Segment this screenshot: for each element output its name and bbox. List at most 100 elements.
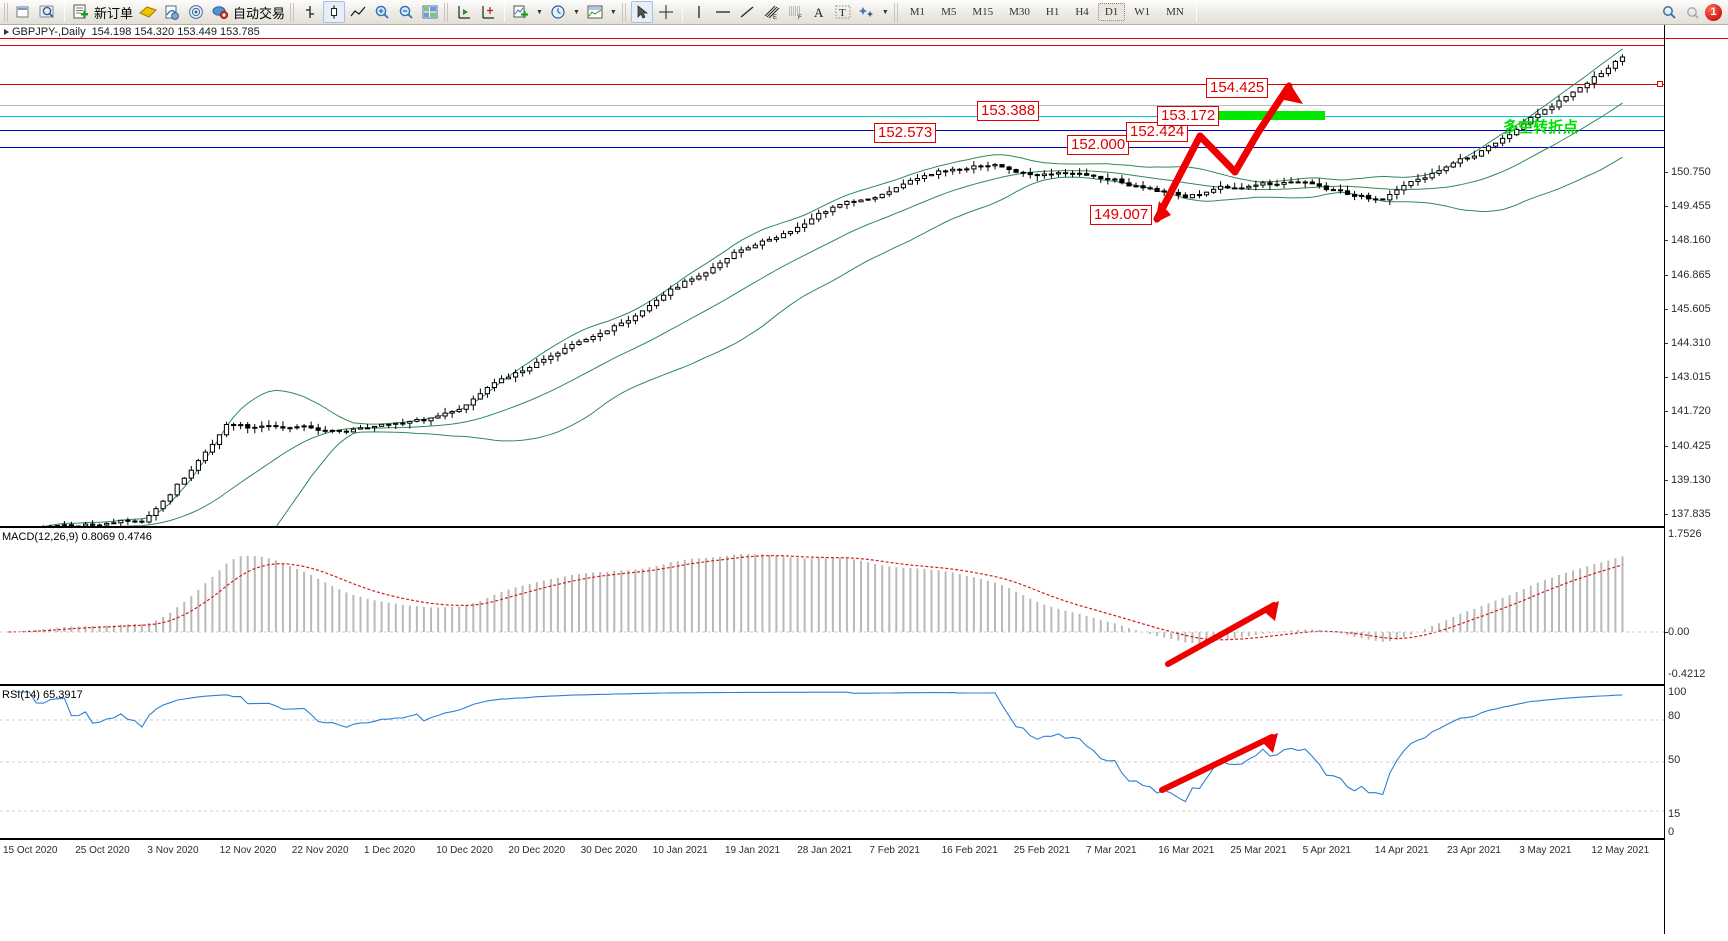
pane-divider-rsi[interactable] [0,684,1664,686]
chart-annotation-152424[interactable]: 152.424 [1126,122,1189,142]
expert-advisor-icon[interactable] [137,1,159,23]
toolbar-button-partial-left[interactable] [13,1,35,23]
bar-chart-icon[interactable] [299,1,321,23]
chart-ohlc-values: 154.198 154.320 153.449 153.785 [91,26,260,38]
autotrading-label[interactable]: 自动交易 [233,6,286,22]
macd-indicator-label: MACD(12,26,9) 0.8069 0.4746 [2,531,152,543]
tab-timeframe-m5[interactable]: M5 [941,6,957,18]
open-position-marker[interactable] [1657,81,1663,87]
chart-shift-icon[interactable] [477,1,499,23]
tab-timeframe-h4[interactable]: H4 [1075,6,1089,18]
crosshair-icon[interactable] [655,1,677,23]
rsi-pane[interactable] [0,687,1664,837]
periods-dropdown-arrow-icon[interactable]: ▼ [572,8,580,16]
level-line-154425 [0,84,1664,85]
fibonacci-icon[interactable]: F [784,1,806,23]
date-axis-label: 23 Apr 2021 [1447,845,1501,856]
chart-annotation-153388[interactable]: 153.388 [977,101,1040,121]
tab-timeframe-mn[interactable]: MN [1166,6,1184,18]
toolbar-grip-1[interactable] [4,2,8,22]
level-line-153172-pivot [0,116,1664,117]
new-order-icon[interactable] [70,1,92,23]
toolbar-grip-3[interactable] [444,2,449,22]
date-axis-label: 20 Dec 2020 [508,845,566,856]
chart-annotation-152573[interactable]: 152.573 [874,123,937,143]
trendline-icon[interactable] [736,1,758,23]
shapes-icon[interactable] [856,1,878,23]
rsi-indicator-label: RSI(14) 65.3917 [2,689,83,701]
macd-pane[interactable] [0,529,1664,680]
zoom-out-icon[interactable] [395,1,417,23]
toolbar-grip-2[interactable] [290,2,295,22]
toolbar-grip-4[interactable] [621,2,626,22]
price-pane[interactable]: 152.573 153.388 152.000 152.424 153.172 … [0,39,1664,526]
date-axis-label: 15 Oct 2020 [3,845,58,856]
price-tick-dash [1664,343,1668,344]
vertical-line-icon[interactable] [688,1,710,23]
price-scale[interactable]: 155.028 154.425 153.785 153.172 152.644 … [1664,39,1728,526]
shapes-dropdown-arrow-icon[interactable]: ▼ [881,8,889,16]
new-order-label[interactable]: 新订单 [94,6,134,22]
date-axis-label: 25 Mar 2021 [1230,845,1287,856]
chart-annotation-153172[interactable]: 153.172 [1157,106,1220,126]
price-tick-dash [1664,206,1668,208]
price-tick-dash [1664,377,1668,379]
rsi-tick-label: 50 [1668,754,1681,766]
price-tick-label: 141.720 [1671,405,1711,418]
tab-timeframe-m1[interactable]: M1 [909,6,926,18]
notifications-icon[interactable] [1682,1,1704,23]
price-tick-label: 140.425 [1671,439,1711,452]
price-tick-label: 150.750 [1671,166,1711,178]
clock-periods-icon[interactable] [547,1,569,23]
price-scale-divider [1664,25,1665,934]
market-icon[interactable] [185,1,207,23]
price-tick-dash [1664,308,1668,310]
tab-timeframe-m30[interactable]: M30 [1009,6,1030,18]
price-tick-label: 143.015 [1671,371,1711,384]
svg-text:A: A [814,5,824,20]
level-line-152035 [0,147,1664,148]
line-chart-icon[interactable] [347,1,369,23]
autoscroll-icon[interactable] [453,1,475,23]
signals-icon[interactable] [161,1,183,23]
zoom-in-icon[interactable] [371,1,393,23]
indicators-add-icon[interactable] [510,1,532,23]
chart-collapse-icon[interactable] [4,29,9,35]
toolbar-separator-3 [681,2,683,22]
rsi-forecast-arrow [1159,733,1278,793]
templates-icon[interactable] [584,1,606,23]
candlestick-chart-icon[interactable] [323,1,346,23]
cursor-icon[interactable] [630,1,653,23]
toolbar-grip-5[interactable] [893,2,898,22]
price-tick-label: 146.865 [1671,268,1711,281]
tab-timeframe-w1[interactable]: W1 [1134,6,1151,18]
autotrading-icon[interactable] [209,1,231,23]
chart-annotation-152000[interactable]: 152.000 [1067,135,1130,155]
text-label-icon[interactable]: A [808,1,830,23]
tab-timeframe-h1[interactable]: H1 [1045,6,1060,18]
date-axis-label: 16 Feb 2021 [941,845,998,856]
folder-search-icon[interactable] [37,1,59,23]
macd-forecast-arrow [1165,601,1279,667]
horizontal-scrollbar[interactable] [0,938,1728,941]
text-box-icon[interactable]: T [832,1,854,23]
tab-timeframe-m15[interactable]: M15 [972,6,994,18]
toolbar-separator-4 [1195,2,1197,22]
tab-timeframe-d1[interactable]: D1 [1097,3,1126,21]
equidistant-channel-icon[interactable]: E [760,1,782,23]
horizontal-line-icon[interactable] [712,1,734,23]
date-axis-label: 16 Mar 2021 [1158,845,1215,856]
chart-annotation-149007[interactable]: 149.007 [1090,205,1153,225]
price-tick-label: 149.455 [1671,200,1711,213]
tile-windows-icon[interactable] [419,1,441,23]
search-icon[interactable] [1658,1,1680,23]
date-axis-label: 3 Nov 2020 [147,845,199,856]
notification-count-badge[interactable]: 1 [1705,3,1722,21]
templates-dropdown-arrow-icon[interactable]: ▼ [609,8,617,16]
date-axis-label: 10 Dec 2020 [436,845,493,856]
chart-annotation-154425[interactable]: 154.425 [1206,78,1269,98]
price-tick-dash [1664,274,1668,276]
rsi-tick-label: 80 [1668,710,1681,722]
pane-divider-macd[interactable] [0,526,1664,528]
indicators-dropdown-arrow-icon[interactable]: ▼ [536,8,543,16]
